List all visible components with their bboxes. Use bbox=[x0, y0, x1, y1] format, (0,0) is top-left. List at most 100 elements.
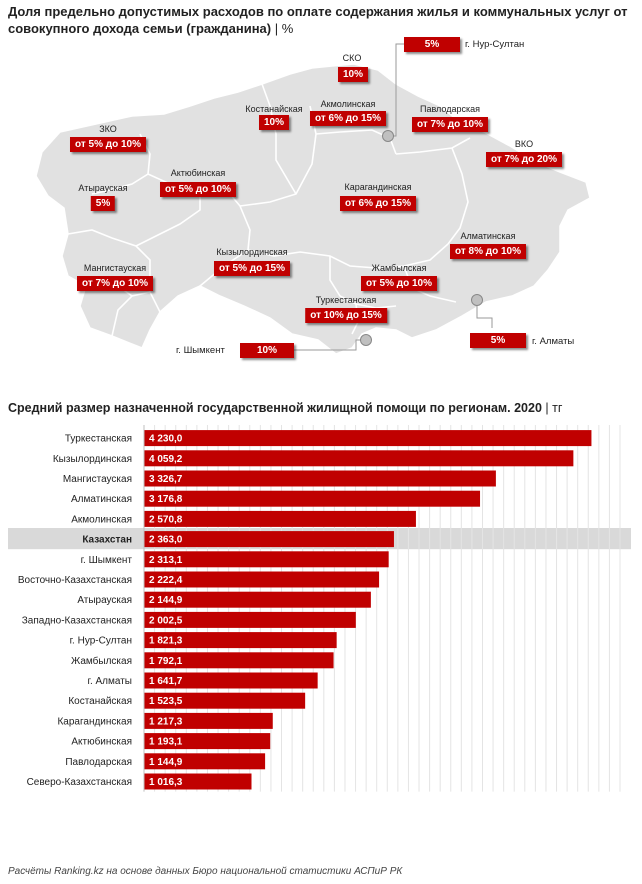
category-label: Западно-Казахстанская bbox=[22, 615, 132, 626]
map-title-unit: | % bbox=[274, 21, 294, 36]
bar bbox=[144, 450, 574, 467]
region-name-sko: СКО bbox=[342, 53, 362, 63]
region-value-karaganda: от 6% до 15% bbox=[339, 196, 417, 211]
region-value-akmola: от 6% до 15% bbox=[309, 111, 387, 126]
region-name-atyrau: Атырауская bbox=[78, 183, 128, 193]
bar bbox=[144, 652, 334, 669]
bar bbox=[144, 672, 318, 689]
region-value-aktobe: от 5% до 10% bbox=[159, 182, 237, 197]
region-value-almaty-obl: от 8% до 10% bbox=[449, 244, 527, 259]
region-name-kyzylorda: Кызылординская bbox=[216, 247, 288, 257]
region-value-kyzylorda: от 5% до 15% bbox=[213, 261, 291, 276]
region-name-vko: ВКО bbox=[514, 139, 534, 149]
category-label: Карагандинская bbox=[57, 716, 132, 727]
category-label: Жамбылская bbox=[71, 655, 132, 667]
bar bbox=[144, 712, 273, 729]
category-label: Казахстан bbox=[82, 535, 132, 546]
region-name-mangistau: Мангистауская bbox=[83, 263, 147, 273]
map-title: Доля предельно допустимых расходов по оп… bbox=[8, 3, 638, 37]
category-label: Акмолинская bbox=[71, 514, 132, 525]
bar-value-label: 2 222,4 bbox=[149, 575, 183, 586]
bar-value-label: 2 363,0 bbox=[149, 535, 183, 546]
bar bbox=[144, 611, 356, 628]
city-name-nursultan: г. Нур-Султан bbox=[465, 39, 525, 50]
bar bbox=[144, 531, 394, 548]
bar bbox=[144, 733, 271, 750]
country-outline bbox=[35, 63, 591, 355]
category-label: Актюбинская bbox=[71, 736, 132, 748]
chart-title: Средний размер назначенной государственн… bbox=[8, 401, 638, 415]
map-title-text: Доля предельно допустимых расходов по оп… bbox=[8, 4, 628, 36]
bar bbox=[144, 571, 380, 588]
region-name-zhambyl: Жамбылская bbox=[371, 263, 427, 273]
bar bbox=[144, 490, 481, 507]
region-name-almaty-obl: Алматинская bbox=[460, 231, 516, 241]
bar bbox=[144, 773, 252, 790]
category-label: г. Алматы bbox=[88, 676, 132, 687]
bar bbox=[144, 510, 416, 527]
bar-value-label: 4 059,2 bbox=[149, 454, 183, 465]
chart-title-text: Средний размер назначенной государственн… bbox=[8, 401, 542, 415]
bar-value-label: 2 002,5 bbox=[149, 615, 183, 626]
region-name-zko: ЗКО bbox=[99, 124, 117, 134]
bar-chart-svg: Туркестанская 4 230,0 Кызылординская 4 059,… bbox=[8, 425, 631, 792]
category-label: Алматинская bbox=[71, 494, 132, 505]
city-value-shymkent: 10% bbox=[240, 343, 294, 358]
category-label: Северо-Казахстанская bbox=[27, 777, 132, 788]
region-value-zko: от 5% до 10% bbox=[69, 137, 147, 152]
bar-value-label: 1 144,9 bbox=[149, 757, 183, 768]
region-value-sko: 10% bbox=[337, 67, 369, 82]
city-value-nursultan: 5% bbox=[404, 37, 460, 52]
category-label: Павлодарская bbox=[65, 757, 132, 768]
region-value-mangistau: от 7% до 10% bbox=[76, 276, 154, 291]
region-name-turkestan: Туркестанская bbox=[315, 295, 377, 305]
bar-value-label: 4 230,0 bbox=[149, 434, 183, 445]
region-name-karaganda: Карагандинская bbox=[344, 182, 412, 192]
region-value-zhambyl: от 5% до 10% bbox=[360, 276, 438, 291]
bar-value-label: 1 821,3 bbox=[149, 636, 183, 647]
category-label: Атырауская bbox=[77, 595, 132, 606]
chart-title-unit: | тг bbox=[545, 401, 563, 415]
region-value-kostanay: 10% bbox=[258, 115, 290, 130]
bar bbox=[144, 551, 389, 568]
region-name-akmola: Акмолинская bbox=[320, 99, 376, 109]
category-label: Кызылординская bbox=[53, 454, 132, 465]
bar bbox=[144, 632, 337, 649]
city-name-shymkent: г. Шымкент bbox=[176, 345, 225, 356]
bar-value-label: 3 176,8 bbox=[149, 494, 183, 505]
city-name-almaty: г. Алматы bbox=[532, 336, 575, 347]
category-label: Костанайская bbox=[68, 696, 132, 707]
city-value-almaty: 5% bbox=[470, 333, 526, 348]
bar bbox=[144, 753, 266, 770]
bar-value-label: 2 144,9 bbox=[149, 595, 183, 606]
region-value-turkestan: от 10% до 15% bbox=[305, 308, 387, 323]
bar-value-label: 1 193,1 bbox=[149, 737, 183, 748]
category-label: Мангистауская bbox=[63, 474, 132, 485]
region-name-aktobe: Актюбинская bbox=[170, 168, 226, 178]
bar-value-label: 3 326,7 bbox=[149, 474, 183, 485]
kazakhstan-map: СКО 10% Костанайская 10% Акмолинская от … bbox=[0, 34, 642, 390]
source-footer: Расчёты Ranking.kz на основе данных Бюро… bbox=[8, 866, 403, 877]
bar-value-label: 1 641,7 bbox=[149, 676, 183, 687]
region-value-pavlodar: от 7% до 10% bbox=[411, 117, 489, 132]
bar-value-label: 1 016,3 bbox=[149, 777, 183, 788]
region-value-atyrau: 5% bbox=[90, 196, 116, 211]
bar-value-label: 2 570,8 bbox=[149, 514, 183, 525]
city-markers bbox=[360, 130, 483, 346]
category-label: Туркестанская bbox=[65, 434, 132, 445]
bar-value-label: 1 217,3 bbox=[149, 716, 183, 727]
region-name-pavlodar: Павлодарская bbox=[420, 104, 480, 114]
bar-chart: Туркестанская 4 230,0 Кызылординская 4 059,… bbox=[0, 423, 642, 853]
bar bbox=[144, 692, 306, 709]
category-label: Восточно-Казахстанская bbox=[18, 575, 132, 586]
bar-value-label: 1 792,1 bbox=[149, 656, 183, 667]
region-name-kostanay: Костанайская bbox=[245, 104, 303, 114]
bar-value-label: 2 313,1 bbox=[149, 555, 183, 566]
bar-value-label: 1 523,5 bbox=[149, 696, 183, 707]
region-value-vko: от 7% до 20% bbox=[485, 152, 563, 167]
bar bbox=[144, 470, 496, 487]
bar bbox=[144, 591, 371, 608]
bar bbox=[144, 430, 592, 447]
category-label: г. Нур-Султан bbox=[70, 636, 132, 647]
category-label: г. Шымкент bbox=[81, 555, 133, 566]
